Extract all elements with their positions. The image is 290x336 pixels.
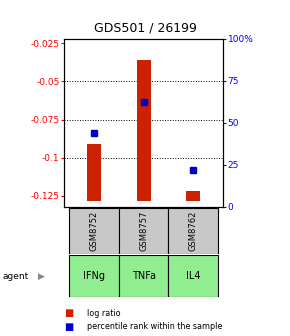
Text: log ratio: log ratio xyxy=(87,309,121,318)
Text: ■: ■ xyxy=(64,322,73,332)
Text: GSM8757: GSM8757 xyxy=(139,211,148,251)
Text: ■: ■ xyxy=(64,308,73,319)
Bar xyxy=(186,192,200,201)
Text: percentile rank within the sample: percentile rank within the sample xyxy=(87,323,222,331)
Bar xyxy=(168,208,218,254)
Text: ▶: ▶ xyxy=(38,272,45,281)
Text: IFNg: IFNg xyxy=(83,271,105,281)
Text: TNFa: TNFa xyxy=(132,271,155,281)
Bar xyxy=(168,255,218,297)
Bar xyxy=(87,144,101,201)
Bar xyxy=(137,60,151,201)
Text: GSM8752: GSM8752 xyxy=(89,211,98,251)
Text: IL4: IL4 xyxy=(186,271,201,281)
Text: agent: agent xyxy=(3,272,29,281)
Text: GSM8762: GSM8762 xyxy=(189,211,198,251)
Text: GDS501 / 26199: GDS501 / 26199 xyxy=(94,22,196,35)
Bar xyxy=(119,208,168,254)
Bar xyxy=(69,255,119,297)
Bar xyxy=(69,208,119,254)
Bar xyxy=(119,255,168,297)
